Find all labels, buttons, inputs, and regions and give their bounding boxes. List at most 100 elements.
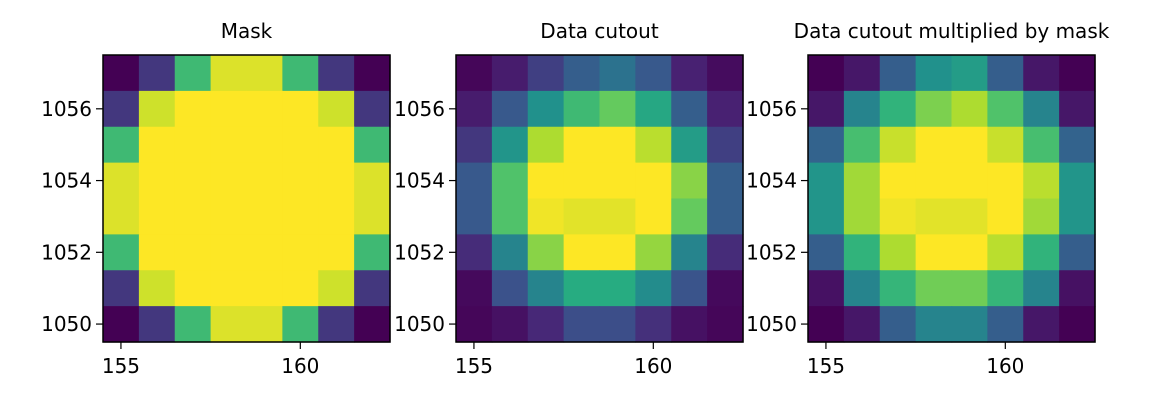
data-cutout-cell	[527, 55, 565, 92]
data-cutout-cells	[456, 55, 744, 343]
masked-cutout-cell	[1059, 270, 1096, 307]
data-cutout-cell	[563, 270, 601, 307]
mask-cell	[138, 162, 176, 200]
mask-cell	[318, 234, 355, 271]
data-cutout-cell	[563, 90, 601, 128]
masked-cutout-cell	[808, 55, 845, 92]
mask-cell	[103, 90, 140, 128]
data-cutout-cell	[527, 306, 565, 343]
data-cutout-cell	[707, 55, 744, 92]
mask-cell	[174, 90, 212, 128]
masked-cutout-cell	[915, 198, 953, 235]
data-cutout-cell	[491, 198, 529, 235]
data-cutout-cell	[671, 198, 708, 235]
masked-cutout-cell	[915, 90, 953, 128]
data-cutout-cell	[456, 270, 493, 307]
data-cutout-cell	[527, 126, 565, 164]
mask-cell	[103, 55, 140, 92]
data-cutout-cell	[635, 198, 672, 235]
data-cutout-y-ticks: 1050 1052 1054 1056	[394, 97, 456, 336]
data-cutout-cell	[456, 306, 493, 343]
panel-mask: Mask 155 160 1050 1052 1054 1056	[41, 19, 391, 378]
masked-cutout-cell	[879, 234, 917, 271]
mask-cell	[103, 198, 140, 235]
masked-cutout-cell	[1059, 55, 1096, 92]
data-cutout-cell	[635, 234, 672, 271]
masked-cutout-cell	[915, 306, 953, 343]
data-cutout-cell	[456, 55, 493, 92]
mask-cell	[282, 126, 319, 164]
mask-cell	[174, 126, 212, 164]
mask-cell	[174, 306, 212, 343]
mask-cell	[138, 55, 176, 92]
mask-cell	[138, 306, 176, 343]
mask-title: Mask	[221, 19, 273, 43]
mask-cell	[318, 198, 355, 235]
mask-y-tick-label: 1052	[41, 240, 92, 264]
masked-cutout-y-ticks: 1050 1052 1054 1056	[746, 97, 808, 336]
masked-cutout-cell	[951, 306, 988, 343]
masked-cutout-axes-frame	[807, 54, 1096, 343]
data-cutout-cell	[491, 306, 529, 343]
data-cutout-cell	[671, 90, 708, 128]
data-cutout-cell	[456, 90, 493, 128]
masked-cutout-cell	[879, 55, 917, 92]
data-cutout-cell	[599, 270, 636, 307]
data-cutout-y-tick-label: 1050	[394, 312, 445, 336]
masked-cutout-cell	[1023, 234, 1060, 271]
masked-cutout-cell	[808, 234, 845, 271]
mask-cell	[246, 234, 283, 271]
masked-cutout-x-ticks: 155 160	[807, 342, 1024, 378]
data-cutout-cell	[707, 126, 744, 164]
panel-data-cutout: Data cutout 155 160 1050 1052 1054 1056	[394, 19, 744, 378]
mask-x-tick-label: 160	[281, 354, 319, 378]
mask-cell	[138, 198, 176, 235]
mask-cell	[318, 162, 355, 200]
mask-cell	[210, 55, 248, 92]
data-cutout-cell	[635, 162, 672, 200]
mask-cell	[246, 306, 283, 343]
masked-cutout-cell	[1059, 162, 1096, 200]
masked-cutout-cell	[808, 306, 845, 343]
data-cutout-cell	[491, 55, 529, 92]
data-cutout-cell	[599, 234, 636, 271]
masked-cutout-cell	[1023, 162, 1060, 200]
data-cutout-cell	[599, 55, 636, 92]
mask-cell	[354, 55, 391, 92]
masked-cutout-cell	[987, 55, 1024, 92]
masked-cutout-y-tick-label: 1050	[746, 312, 797, 336]
masked-cutout-cell	[1059, 306, 1096, 343]
data-cutout-cell	[563, 234, 601, 271]
masked-cutout-cell	[1023, 270, 1060, 307]
masked-cutout-cell	[808, 90, 845, 128]
panel-masked-cutout: Data cutout multiplied by mask 155 160 10…	[746, 19, 1110, 378]
masked-cutout-cell	[1059, 234, 1096, 271]
masked-cutout-cell	[915, 234, 953, 271]
masked-cutout-x-tick-label: 155	[807, 354, 845, 378]
masked-cutout-cell	[808, 162, 845, 200]
mask-cell	[354, 162, 391, 200]
mask-cell	[246, 270, 283, 307]
mask-cell	[318, 126, 355, 164]
masked-cutout-cell	[1023, 198, 1060, 235]
data-cutout-cell	[491, 162, 529, 200]
data-cutout-cell	[671, 270, 708, 307]
data-cutout-cell	[527, 90, 565, 128]
mask-cell	[318, 306, 355, 343]
masked-cutout-cell	[951, 270, 988, 307]
data-cutout-cell	[599, 90, 636, 128]
mask-cell	[246, 198, 283, 235]
data-cutout-cell	[491, 234, 529, 271]
masked-cutout-cell	[808, 126, 845, 164]
data-cutout-cell	[707, 90, 744, 128]
masked-cutout-cell	[951, 162, 988, 200]
masked-cutout-cell	[843, 306, 881, 343]
data-cutout-cell	[671, 162, 708, 200]
mask-cell	[354, 198, 391, 235]
mask-cell	[174, 55, 212, 92]
mask-cell	[354, 90, 391, 128]
mask-cell	[318, 55, 355, 92]
masked-cutout-x-tick-label: 160	[986, 354, 1024, 378]
data-cutout-cell	[635, 126, 672, 164]
mask-cell	[174, 270, 212, 307]
